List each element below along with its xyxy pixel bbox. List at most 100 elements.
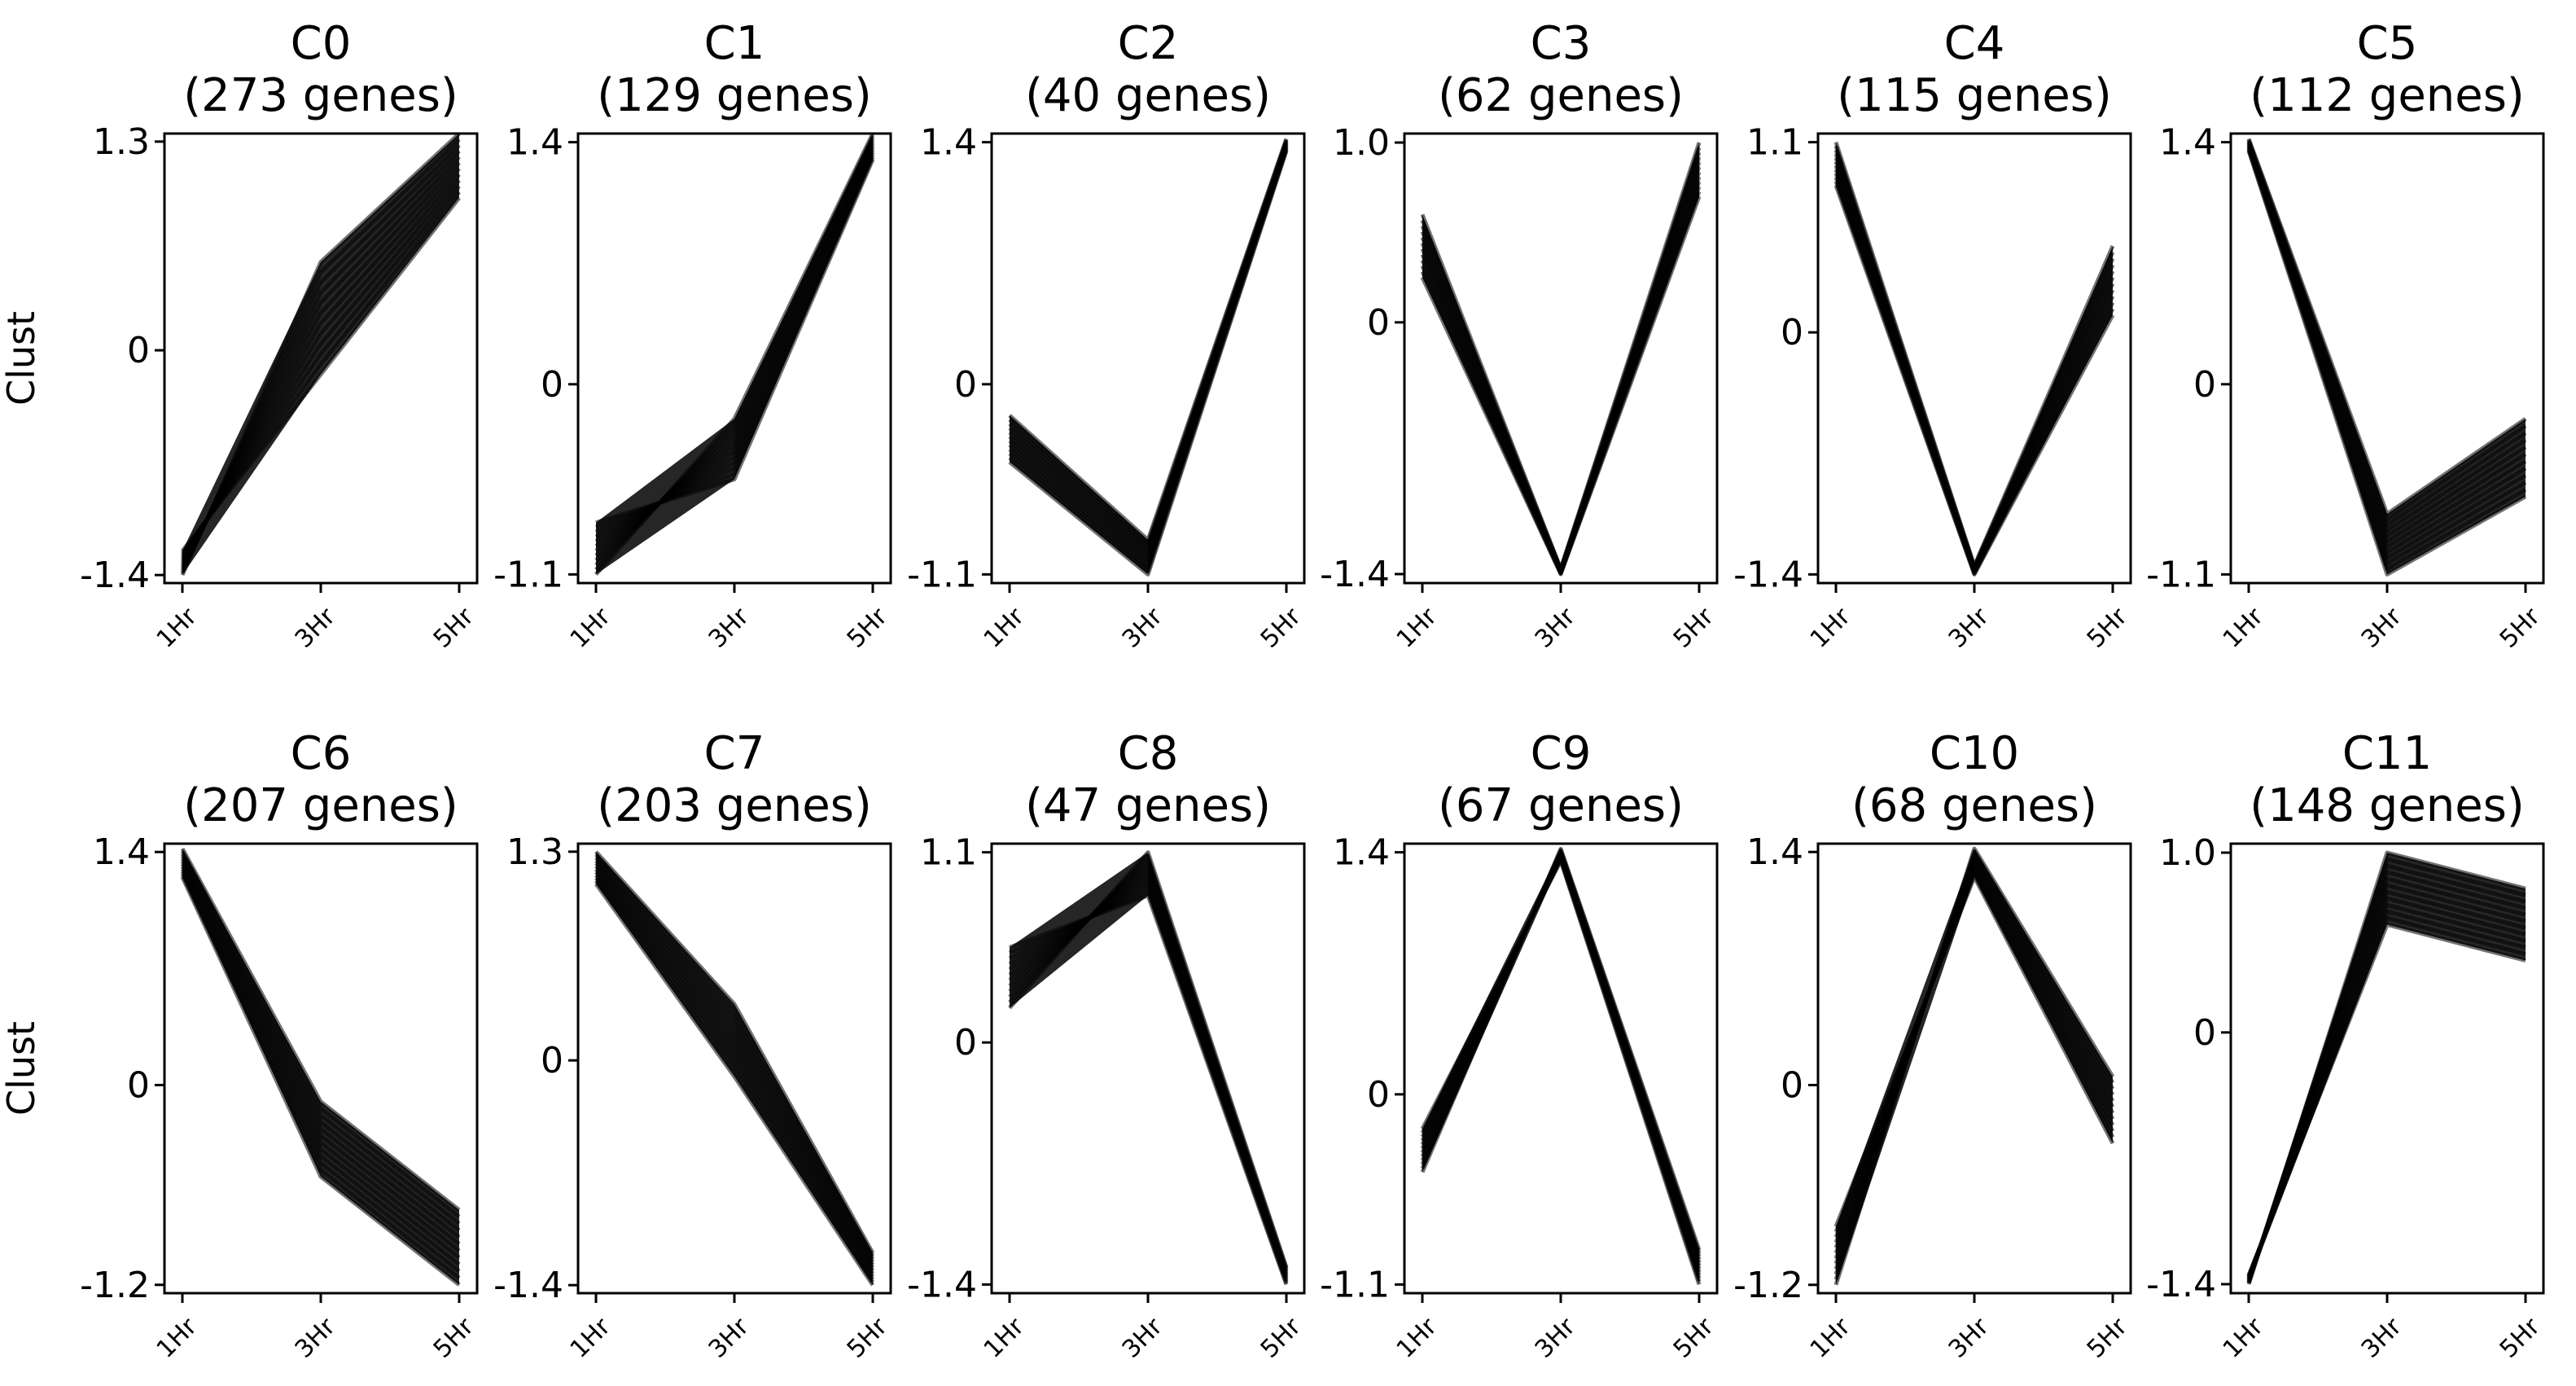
gene-count-label: (129 genes) bbox=[597, 69, 872, 122]
gene-count-label: (112 genes) bbox=[2250, 69, 2525, 122]
x-tick-label: 3Hr bbox=[703, 1312, 755, 1363]
gene-trace bbox=[1008, 149, 1289, 573]
gene-count-label: (67 genes) bbox=[1438, 779, 1684, 832]
x-tick-label: 1Hr bbox=[565, 1312, 616, 1363]
x-tick-label: 1Hr bbox=[1805, 602, 1856, 653]
y-tick-label: 0 bbox=[541, 364, 563, 406]
gene-count-label: (68 genes) bbox=[1851, 779, 2097, 832]
x-tick-label: 1Hr bbox=[979, 1312, 1030, 1363]
y-tick-label: 0 bbox=[2193, 1012, 2216, 1054]
x-tick-label: 5Hr bbox=[842, 602, 893, 653]
cluster-title: C6 bbox=[291, 727, 352, 780]
gene-trace bbox=[594, 882, 875, 1287]
x-tick-label: 5Hr bbox=[1668, 1312, 1720, 1363]
cluster-title: C8 bbox=[1118, 727, 1179, 780]
x-tick-label: 1Hr bbox=[2218, 1312, 2269, 1363]
gene-trace bbox=[1008, 147, 1289, 568]
cluster-title: C3 bbox=[1531, 17, 1592, 70]
gene-trace bbox=[594, 144, 875, 553]
gene-trace bbox=[1420, 186, 1702, 576]
y-tick-label: -1.1 bbox=[1320, 1264, 1390, 1305]
gene-trace bbox=[1420, 176, 1702, 575]
x-tick-label: 5Hr bbox=[1255, 602, 1307, 653]
gene-count-label: (47 genes) bbox=[1025, 779, 1271, 832]
y-tick-label: 0 bbox=[1781, 312, 1803, 353]
y-tick-label: 0 bbox=[127, 1064, 150, 1106]
gene-trace bbox=[2246, 922, 2526, 1276]
trace-bundle bbox=[182, 849, 459, 1285]
gene-trace bbox=[1420, 181, 1702, 575]
y-tick-label: -1.4 bbox=[2146, 1264, 2216, 1305]
x-tick-label: 3Hr bbox=[1117, 602, 1168, 653]
cluster-title: C0 bbox=[291, 17, 352, 70]
x-tick-label: 5Hr bbox=[428, 1312, 480, 1363]
x-tick-label: 1Hr bbox=[1391, 602, 1443, 653]
trace-bundle bbox=[596, 851, 873, 1286]
cluster-title: C1 bbox=[704, 17, 765, 70]
cluster-title: C9 bbox=[1531, 727, 1592, 780]
gene-trace bbox=[594, 149, 875, 544]
x-tick-label: 5Hr bbox=[428, 602, 480, 653]
gene-trace bbox=[1008, 850, 1289, 1268]
gene-trace bbox=[1420, 195, 1702, 577]
x-tick-label: 5Hr bbox=[2495, 1312, 2546, 1363]
y-tick-label: -1.2 bbox=[80, 1265, 150, 1306]
y-tick-label: 1.4 bbox=[1333, 832, 1390, 874]
x-tick-label: 1Hr bbox=[1805, 1312, 1856, 1363]
x-tick-label: 1Hr bbox=[2218, 602, 2269, 653]
gene-trace bbox=[2246, 909, 2526, 1278]
trace-bundle bbox=[1422, 143, 1699, 574]
x-tick-label: 3Hr bbox=[1943, 602, 1995, 653]
x-tick-label: 3Hr bbox=[2356, 1312, 2407, 1363]
gene-trace bbox=[1008, 853, 1289, 1270]
gene-count-label: (148 genes) bbox=[2250, 779, 2525, 832]
x-tick-label: 3Hr bbox=[1943, 1312, 1995, 1363]
y-axis-label: Clust bbox=[0, 1021, 43, 1116]
x-tick-label: 3Hr bbox=[1117, 1312, 1168, 1363]
y-axis-label: Clust bbox=[0, 311, 43, 406]
cluster-title: C10 bbox=[1930, 727, 2019, 780]
y-tick-label: 1.1 bbox=[920, 832, 977, 874]
gene-count-label: (62 genes) bbox=[1438, 69, 1684, 122]
trace-bundle bbox=[596, 134, 873, 575]
trace-bundle bbox=[182, 134, 459, 576]
trace-bundle bbox=[1010, 852, 1286, 1285]
axes-frame bbox=[1403, 132, 1719, 585]
gene-trace bbox=[1420, 191, 1702, 576]
trace-bundle bbox=[1422, 849, 1699, 1285]
y-tick-label: 1.3 bbox=[506, 831, 563, 873]
axes-frame bbox=[990, 842, 1306, 1295]
x-tick-label: 3Hr bbox=[1530, 1312, 1581, 1363]
y-tick-label: 0 bbox=[127, 330, 150, 371]
x-tick-label: 1Hr bbox=[151, 1312, 203, 1363]
x-tick-label: 5Hr bbox=[2082, 1312, 2133, 1363]
x-tick-label: 3Hr bbox=[2356, 602, 2407, 653]
x-tick-label: 3Hr bbox=[290, 602, 341, 653]
cluster-title: C5 bbox=[2357, 17, 2418, 70]
x-tick-label: 5Hr bbox=[1255, 1312, 1307, 1363]
y-tick-label: 0 bbox=[541, 1040, 563, 1081]
x-tick-label: 3Hr bbox=[703, 602, 755, 653]
y-tick-label: 0 bbox=[954, 364, 977, 406]
x-tick-label: 5Hr bbox=[2082, 602, 2133, 653]
y-tick-label: -1.4 bbox=[80, 555, 150, 596]
cluster-title: C11 bbox=[2342, 727, 2432, 780]
gene-count-label: (115 genes) bbox=[1837, 69, 2112, 122]
x-tick-label: 5Hr bbox=[2495, 602, 2546, 653]
y-tick-label: 1.4 bbox=[93, 831, 150, 873]
x-tick-label: 3Hr bbox=[290, 1312, 341, 1363]
y-tick-label: 0 bbox=[1781, 1064, 1803, 1106]
y-tick-label: -1.4 bbox=[1733, 554, 1803, 595]
y-tick-label: -1.2 bbox=[1733, 1265, 1803, 1306]
y-tick-label: 1.4 bbox=[506, 122, 563, 164]
y-tick-label: 0 bbox=[1367, 1074, 1390, 1116]
